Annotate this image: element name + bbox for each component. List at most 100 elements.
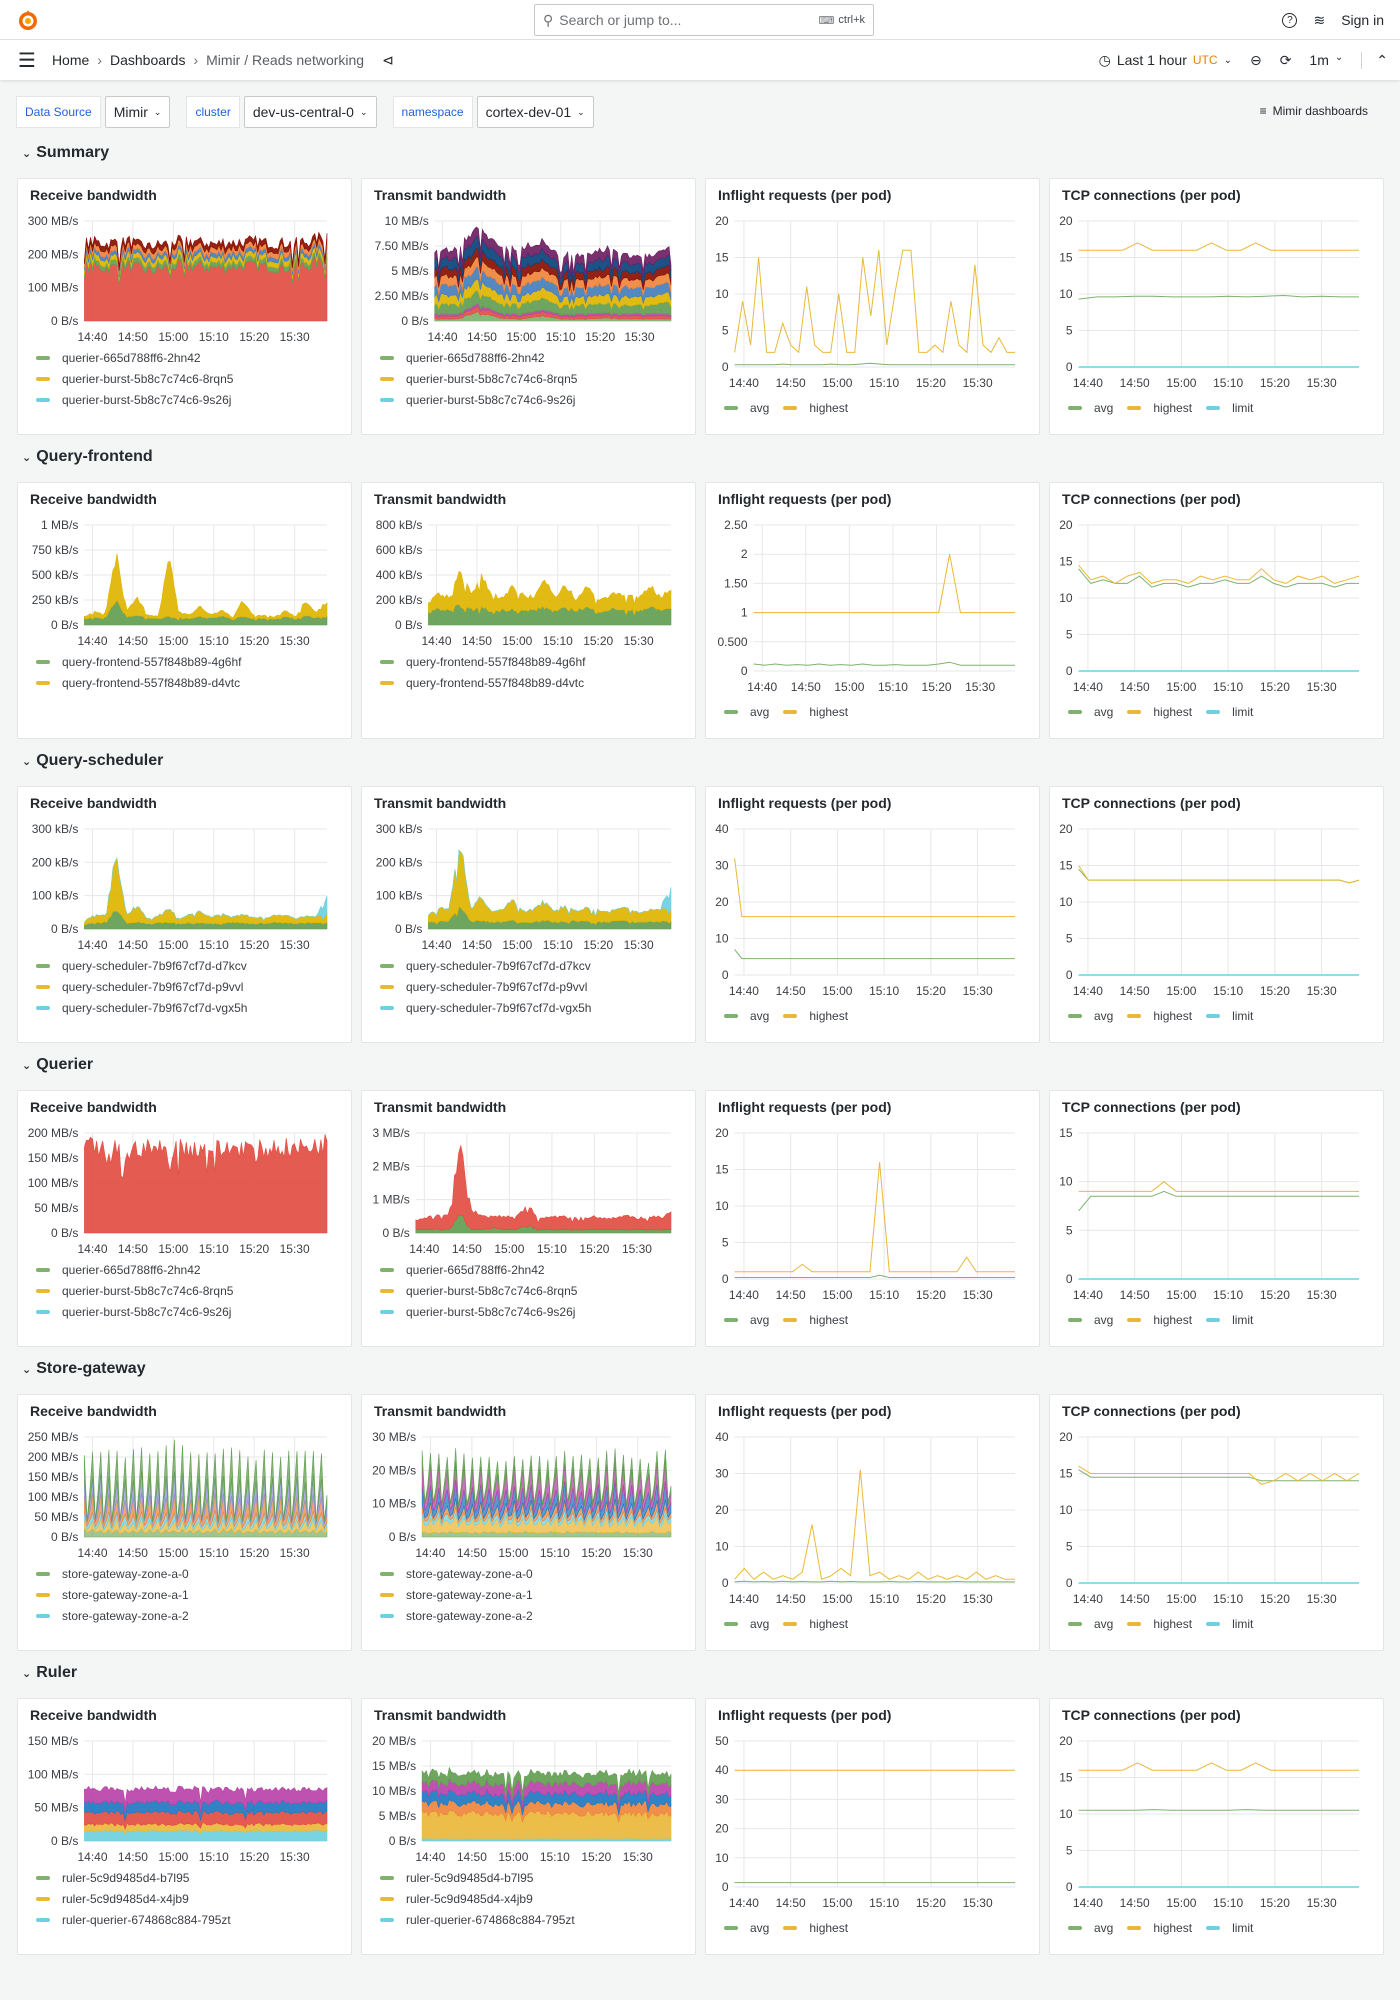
panel-tcp-connections-per-pod[interactable]: TCP connections (per pod) 0 5 10 15 20 14:40 14…	[1049, 1394, 1384, 1651]
panel-inflight-requests-per-pod[interactable]: Inflight requests (per pod) 0 5 10 15 20 14:40…	[705, 178, 1040, 435]
legend-item[interactable]: querier-665d788ff6-2hn42	[380, 347, 577, 368]
panel-receive-bandwidth[interactable]: Receive bandwidth 0 B/s 250 kB/s 500 kB/s 75…	[17, 482, 352, 739]
panel-transmit-bandwidth[interactable]: Transmit bandwidth 0 B/s 5 MB/s 10 MB/s 15 M…	[361, 1698, 696, 1955]
legend-item[interactable]: store-gateway-zone-a-0	[380, 1563, 533, 1584]
series-line-avg[interactable]	[1078, 868, 1360, 884]
series-line-avg[interactable]	[734, 1580, 1015, 1583]
legend-item[interactable]: highest	[1127, 1309, 1192, 1330]
panel-tcp-connections-per-pod[interactable]: TCP connections (per pod) 0 5 10 15 20 14:40 14…	[1049, 482, 1384, 739]
panel-inflight-requests-per-pod[interactable]: Inflight requests (per pod) 0 10 20 30 40 14:4…	[705, 1394, 1040, 1651]
series-area-2[interactable]	[84, 857, 328, 923]
series-area-5[interactable]	[84, 1439, 328, 1523]
section-header[interactable]: ⌄ Query-frontend	[22, 448, 153, 466]
legend-item[interactable]: highest	[783, 397, 848, 418]
legend-item[interactable]: querier-burst-5b8c7c74c6-8rqn5	[36, 1280, 233, 1301]
legend-item[interactable]: query-scheduler-7b9f67cf7d-vgx5h	[36, 997, 247, 1018]
collapse-icon[interactable]: ⌃	[1361, 51, 1388, 69]
legend-item[interactable]: highest	[783, 701, 848, 722]
legend-item[interactable]: querier-burst-5b8c7c74c6-9s26j	[36, 1301, 233, 1322]
panel-tcp-connections-per-pod[interactable]: TCP connections (per pod) 0 5 10 15 20 14:40 14…	[1049, 178, 1384, 435]
panel-tcp-connections-per-pod[interactable]: TCP connections (per pod) 0 5 10 15 14:40 14:5…	[1049, 1090, 1384, 1347]
refresh-icon[interactable]: ⟳	[1279, 51, 1292, 68]
series-area-4[interactable]	[84, 1785, 328, 1814]
legend-item[interactable]: ruler-5c9d9485d4-b7l95	[380, 1867, 575, 1888]
series-line-highest[interactable]	[1078, 1465, 1360, 1485]
legend-item[interactable]: avg	[1068, 701, 1113, 722]
legend-item[interactable]: querier-665d788ff6-2hn42	[380, 1259, 577, 1280]
variable-select-namespace[interactable]: cortex-dev-01 ⌄	[476, 96, 594, 128]
section-header[interactable]: ⌄ Querier	[22, 1056, 93, 1074]
legend-item[interactable]: highest	[783, 1309, 848, 1330]
legend-item[interactable]: store-gateway-zone-a-2	[36, 1605, 189, 1626]
panel-transmit-bandwidth[interactable]: Transmit bandwidth 0 B/s 10 MB/s 20 MB/s 30 …	[361, 1394, 696, 1651]
series-line-highest[interactable]	[734, 1469, 1015, 1580]
legend-item[interactable]: ruler-5c9d9485d4-x4jb9	[380, 1888, 575, 1909]
series-area-1[interactable]	[84, 553, 328, 621]
legend-item[interactable]: querier-665d788ff6-2hn42	[36, 1259, 233, 1280]
legend-item[interactable]: querier-burst-5b8c7c74c6-8rqn5	[380, 1280, 577, 1301]
legend-item[interactable]: limit	[1206, 397, 1253, 418]
legend-item[interactable]: ruler-querier-674868c884-795zt	[36, 1909, 231, 1930]
legend-item[interactable]: querier-burst-5b8c7c74c6-8rqn5	[36, 368, 233, 389]
series-area-5[interactable]	[421, 1766, 672, 1801]
help-icon[interactable]: ?	[1282, 12, 1298, 28]
legend-item[interactable]: limit	[1206, 701, 1253, 722]
legend-item[interactable]: avg	[1068, 1917, 1113, 1938]
legend-item[interactable]: query-scheduler-7b9f67cf7d-p9vvl	[36, 976, 247, 997]
legend-item[interactable]: query-frontend-557f848b89-d4vtc	[36, 672, 241, 693]
grafana-logo-icon[interactable]	[16, 8, 40, 32]
legend-item[interactable]: querier-burst-5b8c7c74c6-9s26j	[380, 1301, 577, 1322]
series-line-highest[interactable]	[1078, 1762, 1359, 1771]
series-line-avg[interactable]	[734, 362, 1015, 366]
legend-item[interactable]: highest	[1127, 397, 1192, 418]
legend-item[interactable]: ruler-5c9d9485d4-b7l95	[36, 1867, 231, 1888]
legend-item[interactable]: limit	[1206, 1005, 1253, 1026]
legend-item[interactable]: query-frontend-557f848b89-d4vtc	[380, 672, 585, 693]
legend-item[interactable]: store-gateway-zone-a-1	[36, 1584, 189, 1605]
series-line-highest[interactable]	[1078, 242, 1359, 251]
legend-item[interactable]: querier-665d788ff6-2hn42	[36, 347, 233, 368]
legend-item[interactable]: avg	[724, 1005, 769, 1026]
legend-item[interactable]: avg	[1068, 1613, 1113, 1634]
series-line-highest[interactable]	[734, 1162, 1015, 1273]
rss-icon[interactable]: ≋	[1313, 11, 1326, 28]
time-picker[interactable]: ◷ Last 1 hour UTC ⌄	[1099, 52, 1232, 69]
series-area-5[interactable]	[84, 231, 328, 271]
legend-item[interactable]: query-scheduler-7b9f67cf7d-vgx5h	[380, 997, 591, 1018]
variable-select-cluster[interactable]: dev-us-central-0 ⌄	[243, 96, 377, 128]
series-area-6[interactable]	[421, 1448, 672, 1508]
legend-item[interactable]: avg	[724, 701, 769, 722]
panel-transmit-bandwidth[interactable]: Transmit bandwidth 0 B/s 1 MB/s 2 MB/s 3 MB/…	[361, 1090, 696, 1347]
legend-item[interactable]: highest	[1127, 1613, 1192, 1634]
legend-item[interactable]: avg	[1068, 1309, 1113, 1330]
panel-inflight-requests-per-pod[interactable]: Inflight requests (per pod) 0 0.500 1 1.50 2 2…	[705, 482, 1040, 739]
series-line-highest[interactable]	[1078, 564, 1360, 584]
series-line-avg[interactable]	[734, 1274, 1015, 1278]
menu-icon[interactable]: ☰	[18, 49, 36, 72]
panel-inflight-requests-per-pod[interactable]: Inflight requests (per pod) 0 5 10 15 20 14:40…	[705, 1090, 1040, 1347]
legend-item[interactable]: avg	[724, 397, 769, 418]
breadcrumb-dashboards[interactable]: Dashboards	[109, 52, 186, 68]
legend-item[interactable]: avg	[1068, 397, 1113, 418]
series-line-avg[interactable]	[1078, 568, 1359, 588]
section-header[interactable]: ⌄ Ruler	[22, 1664, 77, 1682]
legend-item[interactable]: query-scheduler-7b9f67cf7d-d7kcv	[36, 955, 247, 976]
legend-item[interactable]: store-gateway-zone-a-1	[380, 1584, 533, 1605]
series-line-highest[interactable]	[1078, 1181, 1359, 1192]
legend-item[interactable]: limit	[1206, 1917, 1253, 1938]
legend-item[interactable]: querier-burst-5b8c7c74c6-8rqn5	[380, 368, 577, 389]
section-header[interactable]: ⌄ Query-scheduler	[22, 752, 163, 770]
series-line-highest[interactable]	[734, 858, 1015, 918]
legend-item[interactable]: highest	[783, 1917, 848, 1938]
zoom-out-icon[interactable]: ⊖	[1249, 51, 1262, 68]
legend-item[interactable]: highest	[1127, 1005, 1192, 1026]
series-area-1[interactable]	[428, 570, 672, 616]
series-line-highest[interactable]	[734, 249, 1015, 354]
section-header[interactable]: ⌄ Summary	[22, 144, 109, 162]
panel-tcp-connections-per-pod[interactable]: TCP connections (per pod) 0 5 10 15 20 14:40 14…	[1049, 786, 1384, 1043]
panel-inflight-requests-per-pod[interactable]: Inflight requests (per pod) 0 10 20 30 40 14:4…	[705, 786, 1040, 1043]
search-input[interactable]: ⚲ Search or jump to... ⌨ ctrl+k	[534, 4, 874, 36]
legend-item[interactable]: ruler-5c9d9485d4-x4jb9	[36, 1888, 231, 1909]
legend-item[interactable]: avg	[724, 1917, 769, 1938]
legend-item[interactable]: query-frontend-557f848b89-4g6hf	[36, 651, 241, 672]
